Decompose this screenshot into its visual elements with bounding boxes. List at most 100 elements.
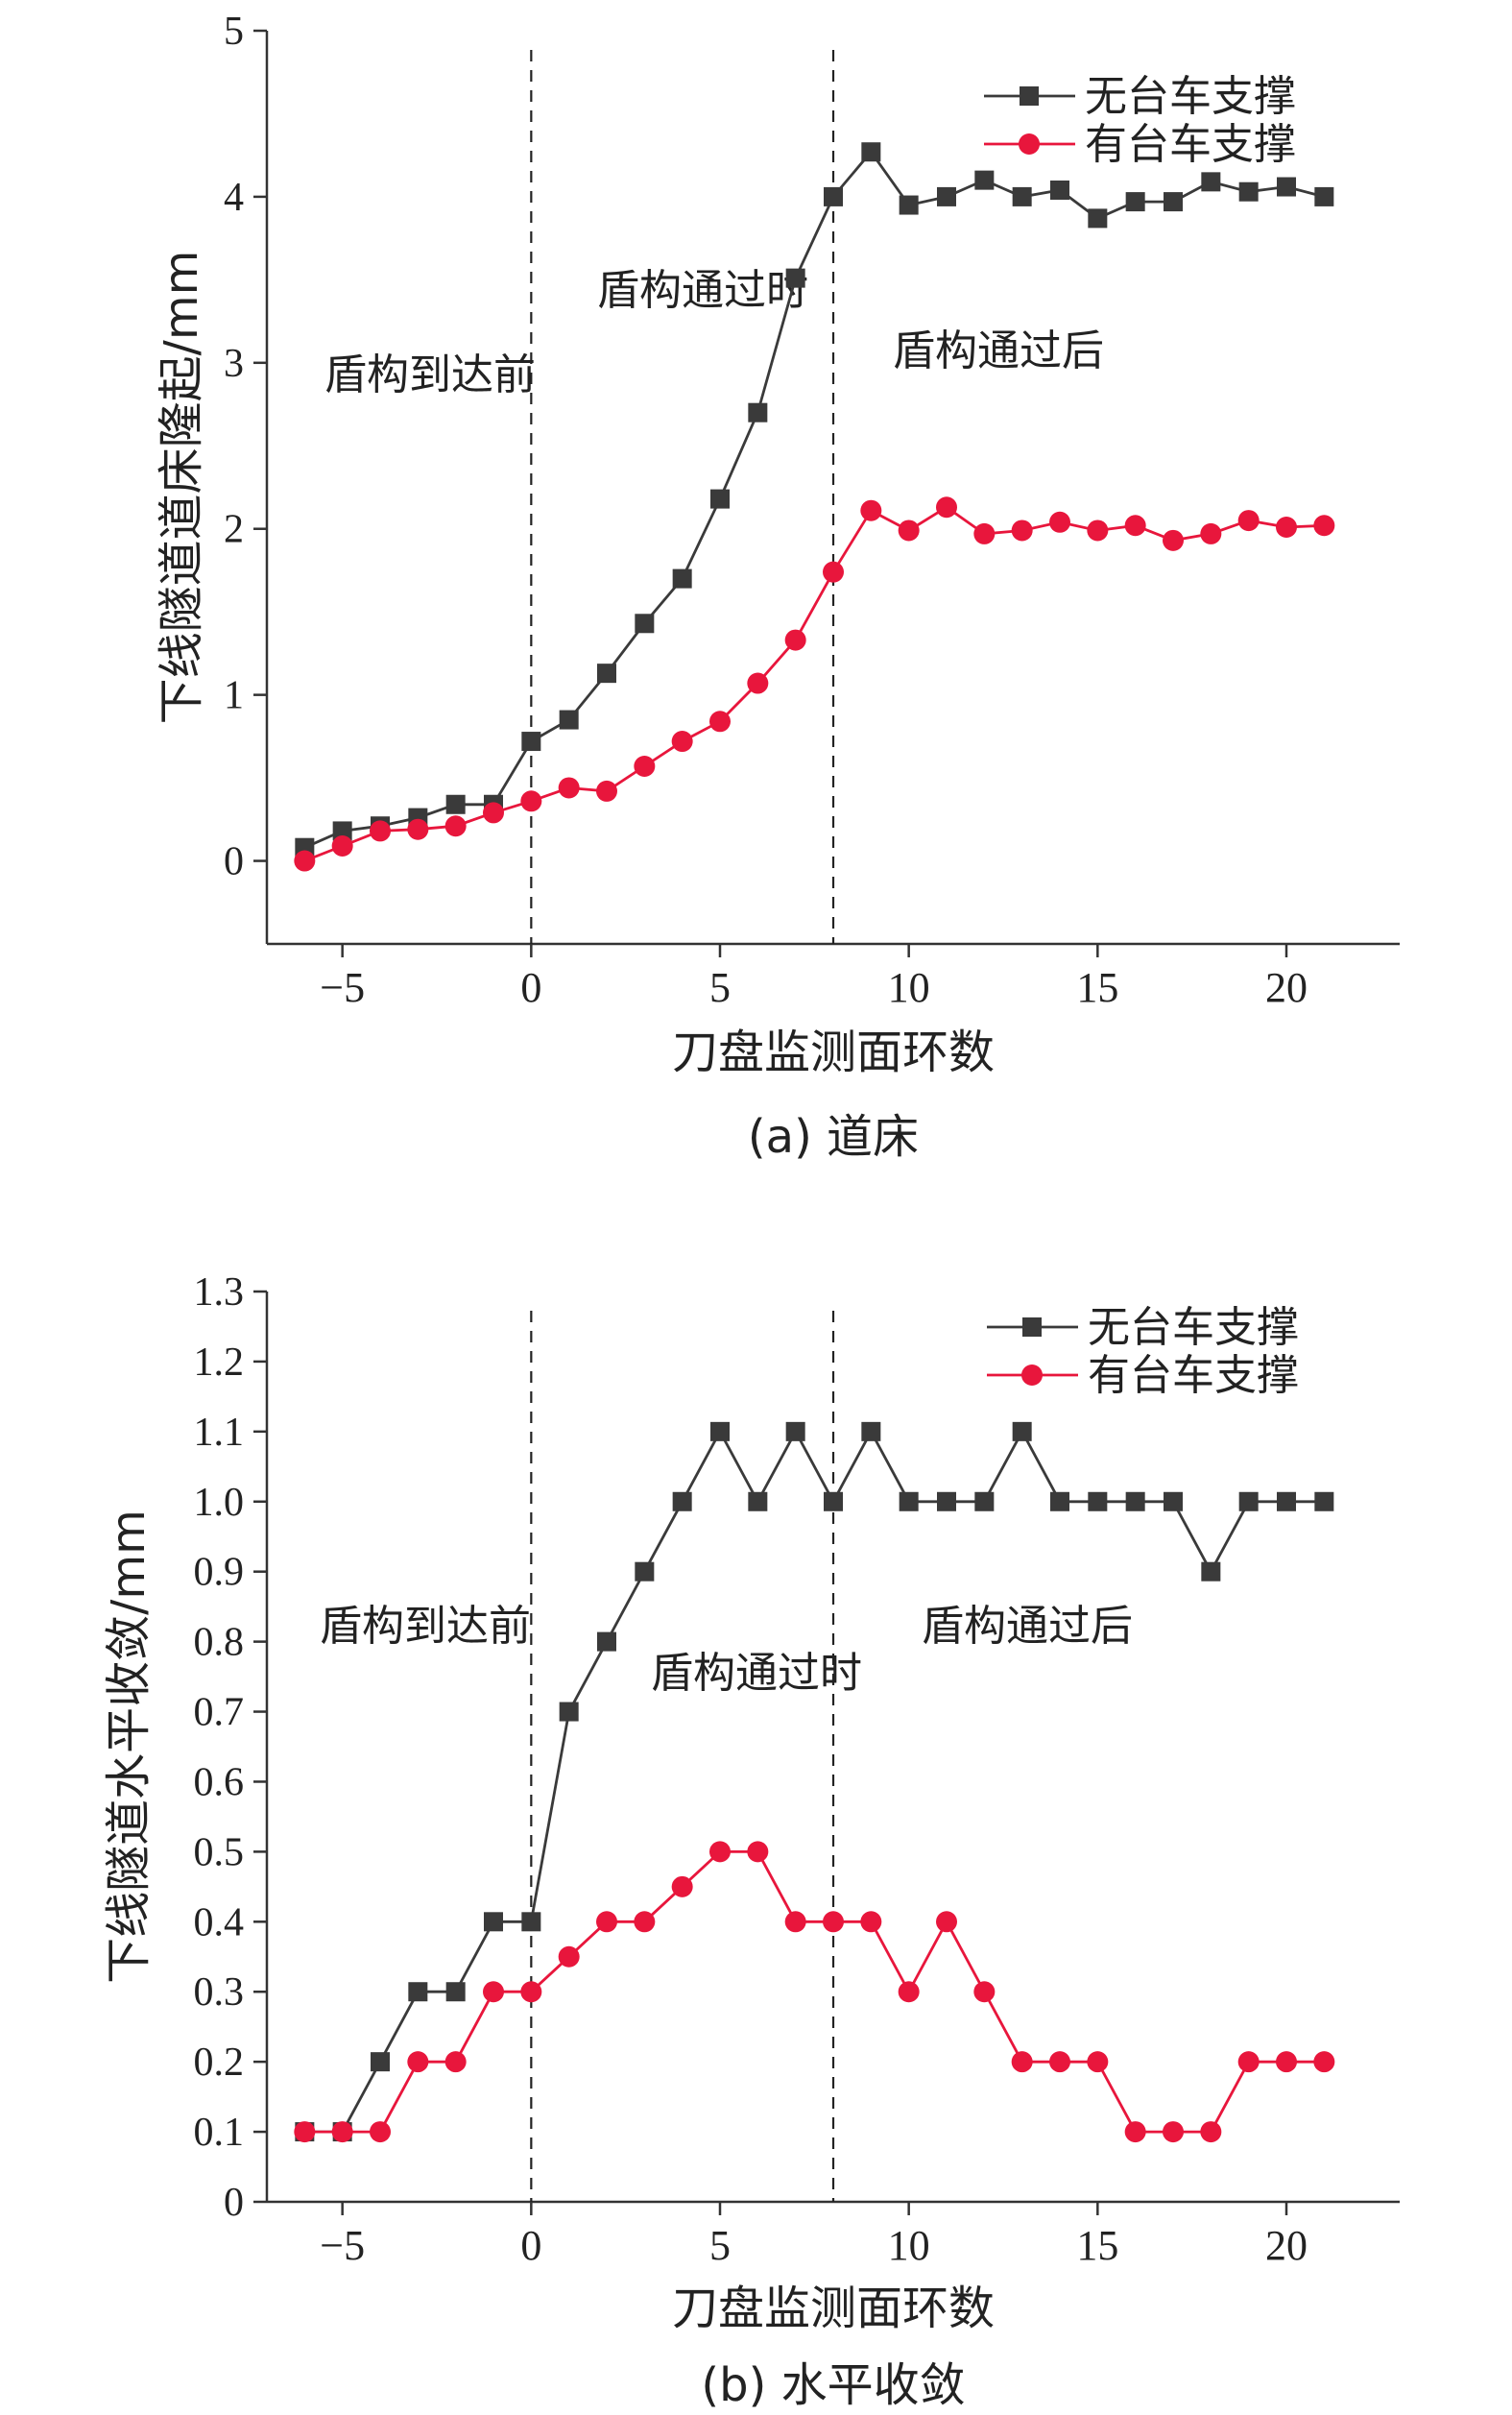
legend-label: 有台车支撑 [1085,120,1296,169]
y-tick-label: 0 [224,840,244,884]
data-point-circle [1163,2121,1184,2143]
data-point-square [1164,1491,1183,1511]
data-point-square [861,142,881,162]
data-point-circle [898,1981,920,2003]
data-point-square [1050,1491,1069,1511]
data-point-square [635,1561,655,1582]
data-point-circle [370,2121,391,2143]
x-tick-label: 20 [1265,964,1308,1011]
data-point-square [748,1491,768,1511]
data-point-square [1050,180,1069,200]
data-point-square [1125,192,1145,212]
data-point-circle [1011,519,1033,542]
data-point-circle [294,850,316,872]
legend-label: 无台车支撑 [1088,1303,1299,1352]
y-tick-label: 3 [224,342,244,386]
data-point-square [899,195,919,215]
data-point-circle [483,1981,504,2003]
data-point-circle [936,1911,957,1933]
x-tick-label: 15 [1076,2222,1118,2269]
data-point-square [521,1912,541,1932]
data-point-circle [1200,2121,1222,2143]
data-point-circle [294,2121,316,2143]
y-tick-label: 0.7 [194,1691,245,1735]
data-point-circle [370,820,391,842]
series-line-without-support [303,149,1325,849]
x-tick-label: −5 [320,2222,365,2269]
series-line-with-support [304,1850,1325,2134]
data-point-square [1201,172,1221,192]
data-point-square [1238,1491,1259,1511]
data-point-circle [1313,515,1335,537]
data-point-square [672,568,692,589]
data-point-square [1012,186,1032,206]
data-point-circle [1276,2051,1297,2073]
data-point-circle [520,790,542,812]
data-point-square [597,1631,616,1652]
data-point-circle [558,1945,580,1968]
y-tick-label: 0.8 [194,1621,245,1665]
y-tick-label: 4 [224,176,244,220]
data-point-circle [444,815,467,837]
data-point-circle [444,2051,467,2073]
x-tick-label: 15 [1076,964,1118,1011]
data-point-circle [936,496,957,519]
data-point-square [710,1421,730,1441]
data-point-square [371,2052,390,2072]
data-point-circle [1163,529,1184,551]
y-tick-label: 0.4 [194,1900,245,1944]
data-point-square [521,732,541,752]
data-point-square [1277,177,1296,197]
data-point-circle [860,499,882,521]
data-point-square [937,1491,956,1511]
legend-label: 有台车支撑 [1088,1351,1299,1400]
data-point-circle [1313,2051,1335,2073]
data-point-square [937,186,956,206]
phase-annotation: 盾构通过时 [651,1649,862,1698]
x-tick-label: −5 [320,964,365,1011]
data-point-circle [784,1911,806,1933]
data-point-circle [709,711,731,733]
phase-annotation: 盾构通过后 [922,1602,1133,1651]
data-point-square [445,794,466,814]
data-point-circle [331,2121,353,2143]
data-point-circle [1087,2051,1109,2073]
data-point-circle [1276,516,1297,538]
data-point-circle [973,1981,996,2003]
x-axis-label: 刀盘监测面环数 [672,1026,995,1079]
data-point-square [974,1491,995,1511]
data-point-square [445,1982,466,2002]
data-point-circle [520,1981,542,2003]
data-point-square [635,614,655,634]
y-tick-label: 2 [224,508,244,552]
data-point-square [710,489,730,509]
data-point-circle [1011,2051,1033,2073]
data-point-square [824,186,843,206]
data-point-square [1314,1491,1334,1511]
y-axis-label: 下线隧道水平收敛/mm [102,1509,156,1984]
y-tick-label: 0.5 [194,1830,245,1874]
data-point-circle [671,1875,693,1897]
data-point-circle [1049,511,1070,533]
chart-panel-a: 0 1 2 3 4 5 −5 0 5 10 15 20 刀盘监测面环数 下线隧道道床隆起/mm (a) 道床… [155,10,1400,1164]
data-point-square [824,1491,843,1511]
legend-marker-circle [1021,1364,1043,1386]
data-point-circle [1237,510,1260,532]
data-point-circle [1237,2051,1260,2073]
y-tick-label: 0.1 [194,2111,245,2155]
data-point-square [1125,1491,1145,1511]
y-tick-label: 1.0 [194,1481,245,1525]
data-point-circle [596,1911,617,1933]
data-point-circle [860,1911,882,1933]
data-point-circle [634,755,656,777]
y-tick-label: 0.2 [194,2041,245,2085]
data-point-circle [784,629,806,651]
data-point-square [1238,181,1259,202]
x-tick-label: 5 [709,964,731,1011]
data-point-square [785,1421,805,1441]
phase-annotation: 盾构通过时 [597,266,808,315]
data-point-circle [1124,2121,1146,2143]
